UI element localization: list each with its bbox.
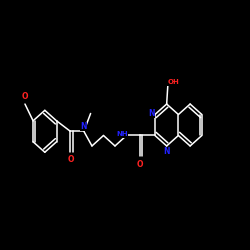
Text: O: O: [68, 156, 74, 164]
Text: O: O: [21, 92, 28, 101]
Text: OH: OH: [168, 79, 179, 85]
Text: N: N: [163, 147, 170, 156]
Text: N: N: [148, 109, 154, 118]
Text: NH: NH: [116, 131, 128, 137]
Text: O: O: [137, 160, 143, 168]
Text: N: N: [80, 122, 87, 131]
